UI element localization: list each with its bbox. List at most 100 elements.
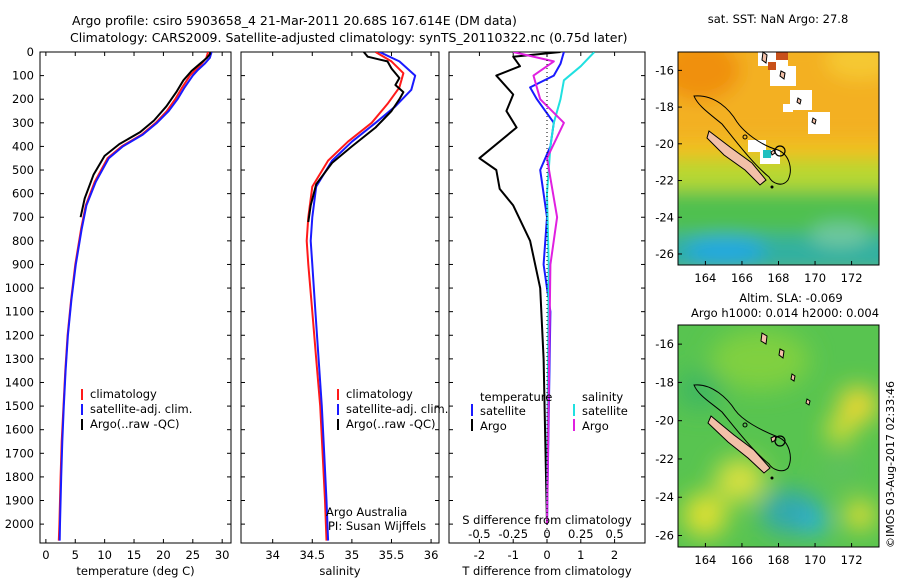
- map-x-tick-label: 164: [694, 553, 716, 567]
- difference-profile: -2 -1 0 1 2 T difference from climatology temp…: [448, 51, 646, 578]
- y-tick-label: 800: [12, 234, 34, 248]
- x-tick-label: 0: [42, 548, 49, 562]
- x-tick-label: 35.5: [379, 548, 405, 562]
- x-tick-label: 15: [127, 548, 142, 562]
- y-tick-label: 1200: [5, 328, 34, 342]
- y-tick-label: 600: [12, 187, 34, 201]
- series-line-2: [307, 52, 405, 223]
- map-x-tick-label: 172: [841, 271, 863, 285]
- secondary-tick-label: 0.5: [605, 527, 623, 541]
- legend-label: Argo(..raw -QC): [346, 417, 436, 431]
- map-x-tick-label: 168: [768, 271, 790, 285]
- sst-map-axes: 164 166 168 170 172 -16 -18 -20 -22 -24 -26: [655, 63, 862, 285]
- map-title: Altim. SLA: -0.069: [739, 291, 843, 305]
- x-tick-label: 34: [265, 548, 280, 562]
- map-y-tick-label: -20: [655, 137, 674, 151]
- y-tick-label: 1700: [5, 446, 34, 460]
- y-tick-label: 700: [12, 210, 34, 224]
- figure-title-line1: Argo profile: csiro 5903658_4 21-Mar-201…: [72, 13, 517, 28]
- y-tick-label: 900: [12, 257, 34, 271]
- x-tick-label: 0: [543, 548, 550, 562]
- map-y-tick-label: -18: [655, 375, 674, 389]
- y-tick-label: 200: [12, 92, 34, 106]
- map-x-tick-label: 170: [804, 553, 826, 567]
- map-title: sat. SST: NaN Argo: 27.8: [708, 12, 849, 26]
- x-tick-label: 25: [185, 548, 200, 562]
- secondary-axis-label: S difference from climatology: [462, 513, 632, 527]
- legend-label: climatology: [90, 387, 157, 401]
- series-group: [305, 52, 417, 541]
- series-line-2: [546, 52, 596, 525]
- map-y-tick-label: -18: [655, 100, 674, 114]
- map-x-tick-label: 166: [731, 271, 753, 285]
- y-tick-label: 100: [12, 69, 34, 83]
- legend-title: temperature: [480, 390, 552, 404]
- x-tick-label: 5: [72, 548, 79, 562]
- y-tick-label: 500: [12, 163, 34, 177]
- map-y-tick-label: -16: [655, 63, 674, 77]
- sst-map: [677, 51, 880, 266]
- sla-map: [677, 324, 880, 548]
- map-x-tick-label: 172: [841, 553, 863, 567]
- y-tick-label: 1100: [5, 305, 34, 319]
- x-tick-label: 2: [611, 548, 618, 562]
- series-line-2: [79, 52, 212, 218]
- series-line-0: [57, 52, 210, 541]
- y-tick-label: 1300: [5, 352, 34, 366]
- x-tick-label: 1: [577, 548, 584, 562]
- x-tick-label: -1: [507, 548, 518, 562]
- x-tick-label: 10: [97, 548, 112, 562]
- plot-frame: [240, 51, 440, 544]
- map-y-tick-label: -24: [655, 490, 674, 504]
- series-line-1: [309, 52, 417, 541]
- x-tick-label: 20: [156, 548, 171, 562]
- x-tick-label: 36: [424, 548, 439, 562]
- x-tick-label: 35: [345, 548, 360, 562]
- map-x-tick-label: 170: [804, 271, 826, 285]
- x-axis-label: T difference from climatology: [461, 564, 632, 578]
- secondary-tick-label: -0.25: [498, 527, 528, 541]
- map-title: Argo h1000: 0.014 h2000: 0.004: [691, 306, 879, 320]
- map-titles: sat. SST: NaN Argo: 27.8 Altim. SLA: -0.0…: [691, 12, 879, 320]
- map-y-tick-label: -16: [655, 337, 674, 351]
- series-line-1: [58, 52, 213, 541]
- legend-label: Argo: [582, 419, 609, 433]
- map-y-tick-label: -26: [655, 247, 674, 261]
- map-x-tick-label: 166: [731, 553, 753, 567]
- x-tick-label: 34.5: [299, 548, 325, 562]
- series-line-3: [512, 52, 565, 525]
- x-axis-label: temperature (deg C): [76, 564, 194, 578]
- y-tick-label: 1800: [5, 470, 34, 484]
- y-tick-label: 400: [12, 139, 34, 153]
- map-x-tick-label: 164: [694, 271, 716, 285]
- x-tick-label: 30: [215, 548, 230, 562]
- sla-map-axes: 164 166 168 170 172 -16 -18 -20 -22 -24 -26: [655, 337, 862, 567]
- series-group: [478, 52, 596, 525]
- map-y-tick-label: -26: [655, 529, 674, 543]
- legend-title: salinity: [582, 390, 623, 404]
- y-tick-label: 1500: [5, 399, 34, 413]
- figure-title-line2: Climatology: CARS2009. Satellite-adjuste…: [70, 30, 628, 45]
- series-line-1: [478, 52, 561, 525]
- y-tick-label: 1400: [5, 375, 34, 389]
- salinity-profile: 34 34.5 35 35.5 36 salinity climatologysatelli…: [240, 51, 448, 578]
- map-y-tick-label: -24: [655, 210, 674, 224]
- secondary-tick-label: -0.5: [468, 527, 490, 541]
- legend-label: Argo: [480, 419, 507, 433]
- x-tick-label: -2: [474, 548, 485, 562]
- x-axis-label: salinity: [319, 564, 360, 578]
- legend-label: climatology: [346, 387, 413, 401]
- plot-frame: [39, 51, 232, 544]
- series-line-0: [305, 52, 405, 541]
- series-group: [57, 52, 213, 541]
- legend-label: Argo(..raw -QC): [90, 417, 180, 431]
- legend-label: satellite-adj. clim.: [346, 402, 448, 416]
- legend-label: satellite-adj. clim.: [90, 402, 192, 416]
- secondary-tick-label: 0: [543, 527, 550, 541]
- y-tick-label: 2000: [5, 517, 34, 531]
- temperature-profile: 0100200300400500600700800900100011001200…: [5, 45, 232, 578]
- map-y-tick-label: -22: [655, 174, 674, 188]
- legend-label: satellite: [582, 404, 628, 418]
- secondary-tick-label: 0.25: [568, 527, 594, 541]
